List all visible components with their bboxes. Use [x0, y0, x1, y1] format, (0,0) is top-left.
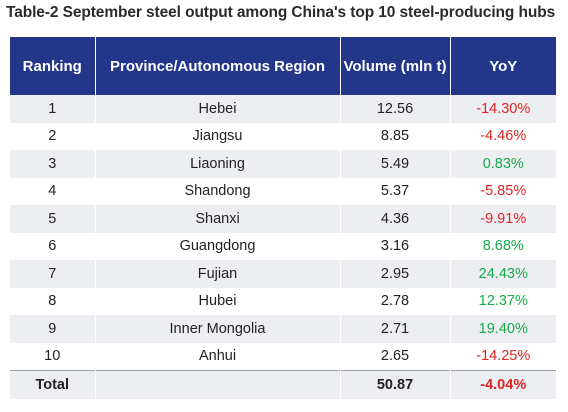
volume-cell: 2.78 — [340, 287, 451, 315]
yoy-cell: 0.83% — [450, 150, 556, 178]
yoy-cell: -14.25% — [450, 342, 556, 371]
table-title: Table-2 September steel output among Chi… — [6, 4, 556, 21]
yoy-cell: 12.37% — [450, 287, 556, 315]
table-row: 7 Fujian 2.95 24.43% — [10, 260, 556, 288]
total-label: Total — [10, 370, 96, 399]
volume-cell: 2.71 — [340, 315, 451, 343]
header-ranking: Ranking — [10, 37, 96, 95]
yoy-cell: -4.46% — [450, 122, 556, 150]
region-cell: Hebei — [95, 95, 341, 123]
region-cell: Liaoning — [95, 150, 341, 178]
table-row: 4 Shandong 5.37 -5.85% — [10, 177, 556, 205]
region-cell: Inner Mongolia — [95, 315, 341, 343]
region-cell: Jiangsu — [95, 122, 341, 150]
volume-cell: 2.65 — [340, 342, 451, 371]
yoy-cell: 24.43% — [450, 260, 556, 288]
yoy-cell: 8.68% — [450, 232, 556, 260]
volume-cell: 4.36 — [340, 205, 451, 233]
header-row: Ranking Province/Autonomous Region Volum… — [10, 37, 556, 95]
volume-cell: 5.49 — [340, 150, 451, 178]
table-row: 5 Shanxi 4.36 -9.91% — [10, 205, 556, 233]
total-yoy: -4.04% — [450, 370, 556, 399]
table-row: 3 Liaoning 5.49 0.83% — [10, 150, 556, 178]
total-region-cell — [95, 370, 341, 399]
rank-cell: 9 — [10, 315, 96, 343]
total-row: Total 50.87 -4.04% — [10, 370, 556, 399]
region-cell: Guangdong — [95, 232, 341, 260]
yoy-cell: 19.40% — [450, 315, 556, 343]
total-volume: 50.87 — [340, 370, 451, 399]
header-yoy: YoY — [450, 37, 556, 95]
table-row: 9 Inner Mongolia 2.71 19.40% — [10, 315, 556, 343]
volume-cell: 3.16 — [340, 232, 451, 260]
yoy-cell: -9.91% — [450, 205, 556, 233]
header-volume: Volume (mln t) — [340, 37, 451, 95]
rank-cell: 4 — [10, 177, 96, 205]
rank-cell: 5 — [10, 205, 96, 233]
header-region: Province/Autonomous Region — [95, 37, 341, 95]
table-row: 2 Jiangsu 8.85 -4.46% — [10, 122, 556, 150]
yoy-cell: -14.30% — [450, 95, 556, 123]
rank-cell: 2 — [10, 122, 96, 150]
rank-cell: 6 — [10, 232, 96, 260]
yoy-cell: -5.85% — [450, 177, 556, 205]
volume-cell: 8.85 — [340, 122, 451, 150]
region-cell: Shanxi — [95, 205, 341, 233]
rank-cell: 10 — [10, 342, 96, 371]
steel-output-table: Ranking Province/Autonomous Region Volum… — [10, 37, 556, 399]
region-cell: Anhui — [95, 342, 341, 371]
region-cell: Shandong — [95, 177, 341, 205]
rank-cell: 8 — [10, 287, 96, 315]
volume-cell: 5.37 — [340, 177, 451, 205]
volume-cell: 12.56 — [340, 95, 451, 123]
volume-cell: 2.95 — [340, 260, 451, 288]
rank-cell: 7 — [10, 260, 96, 288]
region-cell: Fujian — [95, 260, 341, 288]
table-row: 8 Hubei 2.78 12.37% — [10, 287, 556, 315]
table-row: 10 Anhui 2.65 -14.25% — [10, 342, 556, 371]
rank-cell: 1 — [10, 95, 96, 123]
region-cell: Hubei — [95, 287, 341, 315]
table-row: 6 Guangdong 3.16 8.68% — [10, 232, 556, 260]
table-row: 1 Hebei 12.56 -14.30% — [10, 95, 556, 123]
rank-cell: 3 — [10, 150, 96, 178]
